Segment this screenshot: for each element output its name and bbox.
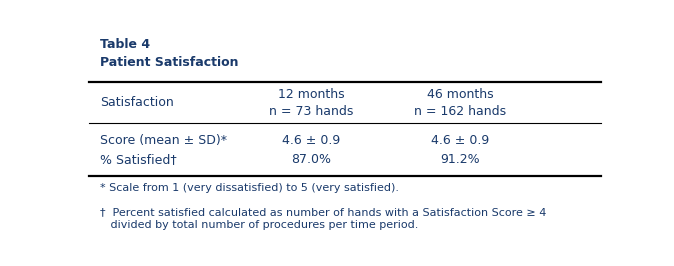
Text: Table 4: Table 4 bbox=[100, 38, 150, 51]
Text: 4.6 ± 0.9: 4.6 ± 0.9 bbox=[282, 134, 340, 147]
Text: * Scale from 1 (very dissatisfied) to 5 (very satisfied).: * Scale from 1 (very dissatisfied) to 5 … bbox=[100, 184, 399, 193]
Text: 87.0%: 87.0% bbox=[291, 153, 332, 167]
Text: 91.2%: 91.2% bbox=[441, 153, 480, 167]
Text: 46 months
n = 162 hands: 46 months n = 162 hands bbox=[415, 88, 506, 118]
Text: †  Percent satisfied calculated as number of hands with a Satisfaction Score ≥ 4: † Percent satisfied calculated as number… bbox=[100, 207, 547, 230]
Text: Patient Satisfaction: Patient Satisfaction bbox=[100, 56, 239, 69]
Text: 4.6 ± 0.9: 4.6 ± 0.9 bbox=[431, 134, 489, 147]
Text: % Satisfied†: % Satisfied† bbox=[100, 153, 177, 167]
Text: Satisfaction: Satisfaction bbox=[100, 96, 174, 109]
Text: Score (mean ± SD)*: Score (mean ± SD)* bbox=[100, 134, 227, 147]
Text: 12 months
n = 73 hands: 12 months n = 73 hands bbox=[270, 88, 354, 118]
